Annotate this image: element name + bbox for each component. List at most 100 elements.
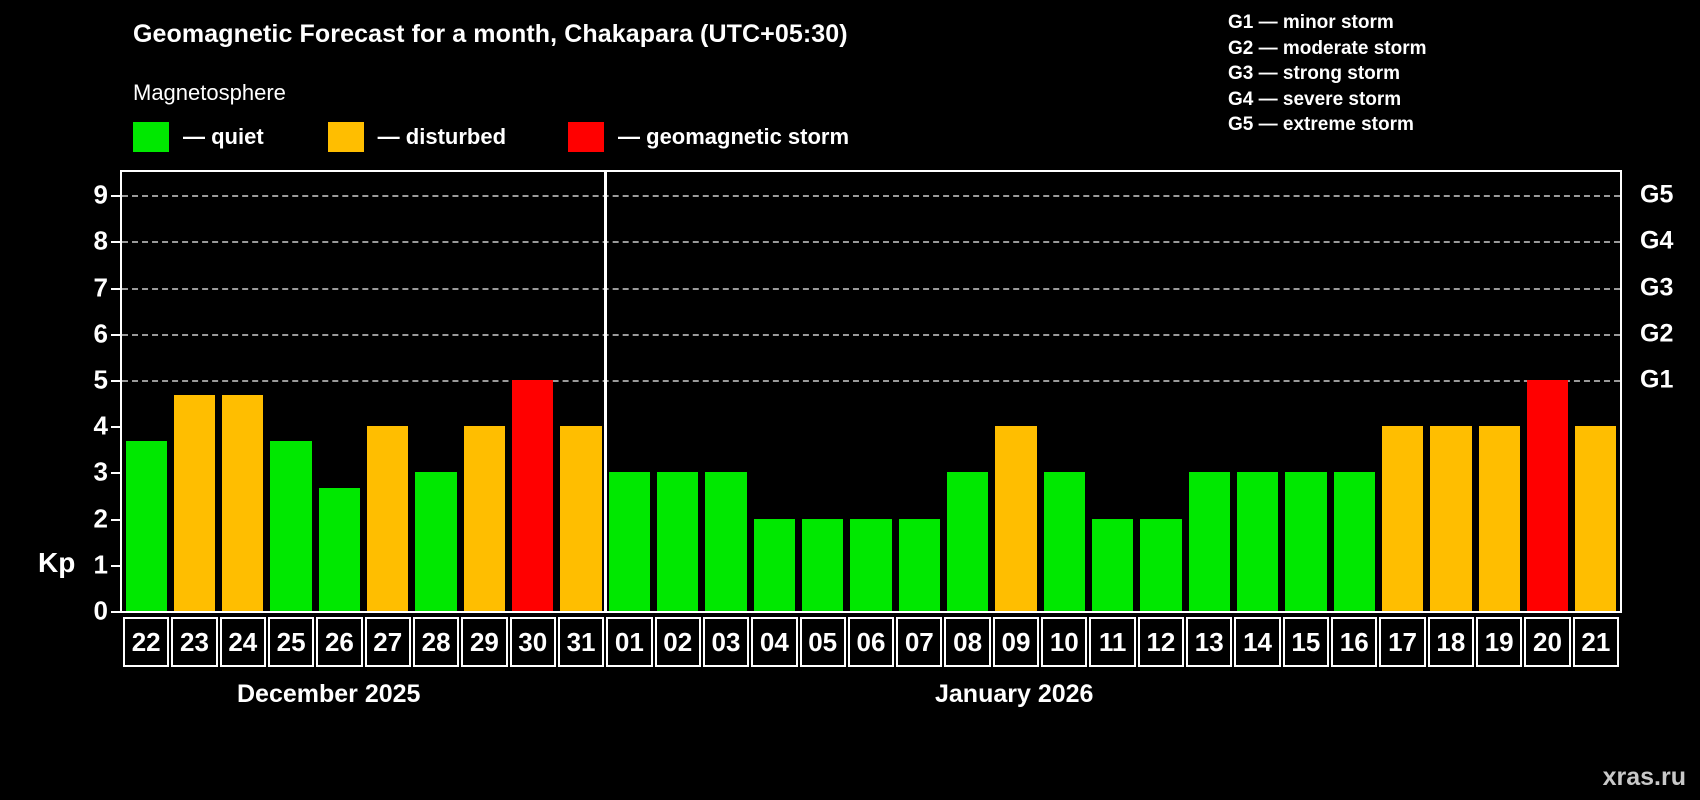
right-axis-label-G1: G1	[1640, 365, 1674, 394]
date-label-25: 25	[267, 617, 315, 667]
month-separator	[603, 172, 607, 611]
y-axis-label-2: 2	[93, 503, 108, 534]
date-label-30: 30	[509, 617, 556, 667]
date-label-09: 09	[992, 617, 1040, 667]
bar-01	[608, 472, 651, 611]
bar-08	[946, 472, 989, 611]
y-axis-label-8: 8	[93, 225, 108, 256]
date-axis: 22 23 24 25 26 27 28 29 30 31 01 02 03 04 05 06 07 08 09 10…	[122, 617, 1620, 667]
date-label-24: 24	[219, 617, 266, 667]
bar-03	[705, 472, 747, 611]
date-label-16: 16	[1331, 617, 1378, 667]
date-label-23: 23	[171, 617, 218, 667]
gscale-line-g4: G4 — severe storm	[1228, 88, 1402, 110]
bar-09	[995, 426, 1037, 611]
bar-18	[1430, 426, 1472, 611]
y-axis-label-3: 3	[93, 456, 108, 487]
month-label-january: January 2026	[935, 680, 1094, 708]
legend-swatch-quiet	[133, 122, 169, 152]
date-label-20: 20	[1524, 617, 1571, 667]
chart-plot-area	[111, 170, 1622, 613]
y-tick-6	[111, 333, 122, 336]
date-label-31: 31	[557, 617, 605, 667]
bar-25	[270, 441, 312, 611]
y-axis-label-5: 5	[93, 364, 108, 395]
gscale-line-g3: G3 — strong storm	[1228, 63, 1401, 84]
y-tick-8	[111, 241, 122, 244]
legend-label-disturbed: — disturbed	[377, 124, 507, 149]
y-axis-label-0: 0	[93, 595, 108, 626]
date-label-13: 13	[1186, 617, 1233, 667]
gridline-kp-9	[122, 195, 1620, 198]
date-label-27: 27	[364, 617, 411, 667]
month-label-december: December 2025	[237, 680, 421, 708]
bar-07	[898, 518, 940, 611]
y-axis-label-4: 4	[93, 410, 108, 441]
bar-10	[1043, 472, 1085, 611]
legend-swatch-disturbed	[327, 122, 364, 152]
page-title: Geomagnetic Forecast for a month, Chakap…	[133, 20, 848, 48]
date-label-02: 02	[654, 617, 701, 667]
date-label-18: 18	[1427, 617, 1475, 667]
bar-21	[1575, 426, 1617, 611]
bar-05	[802, 518, 844, 611]
date-label-07: 07	[896, 617, 943, 667]
gridline-kp-6	[122, 333, 1620, 336]
gridline-kp-7	[122, 287, 1620, 290]
gscale-legend: G1 — minor storm G2 — moderate storm G3 …	[1228, 10, 1427, 138]
bar-14	[1236, 472, 1279, 611]
legend-label-quiet: — quiet	[183, 124, 264, 149]
bar-02	[657, 472, 699, 611]
legend-item-storm: — geomagnetic storm	[568, 122, 849, 152]
bar-24	[222, 395, 264, 611]
bar-30	[512, 379, 554, 611]
date-label-12: 12	[1137, 617, 1185, 667]
y-tick-0	[111, 611, 122, 613]
date-label-19: 19	[1476, 617, 1523, 667]
y-axis-title: Kp	[38, 547, 76, 578]
date-label-15: 15	[1282, 617, 1330, 667]
bar-31	[560, 426, 602, 611]
bar-20	[1526, 379, 1569, 611]
gscale-line-g5: G5 — extreme storm	[1228, 114, 1414, 135]
date-label-03: 03	[702, 617, 750, 667]
date-label-22: 22	[123, 617, 170, 667]
date-label-29: 29	[461, 617, 508, 667]
right-axis-label-G5: G5	[1640, 180, 1674, 209]
legend: — quiet — disturbed — geomagnetic storm	[133, 122, 849, 152]
gscale-line-g1: G1 — minor storm	[1228, 12, 1394, 33]
bar-26	[318, 487, 361, 611]
y-axis-label-1: 1	[93, 549, 108, 580]
right-axis-label-G2: G2	[1640, 319, 1674, 348]
date-label-28: 28	[412, 617, 460, 667]
y-tick-2	[111, 518, 122, 521]
y-axis-label-9: 9	[93, 179, 108, 210]
date-label-04: 04	[751, 617, 798, 667]
legend-item-quiet: — quiet	[133, 122, 264, 152]
date-label-26: 26	[316, 617, 363, 667]
date-label-21: 21	[1572, 617, 1619, 667]
y-tick-5	[111, 379, 122, 382]
bar-04	[753, 518, 795, 611]
bar-29	[463, 426, 506, 611]
bar-11	[1091, 518, 1134, 611]
date-label-11: 11	[1089, 617, 1136, 667]
watermark: xras.ru	[1602, 763, 1686, 791]
y-tick-7	[111, 287, 122, 290]
y-tick-9	[111, 195, 122, 198]
y-tick-3	[111, 472, 122, 475]
bar-16	[1333, 472, 1375, 611]
date-label-08: 08	[944, 617, 991, 667]
legend-label-storm: — geomagnetic storm	[618, 124, 850, 149]
date-label-01: 01	[606, 617, 653, 667]
magnetosphere-label: Magnetosphere	[133, 80, 286, 105]
date-label-06: 06	[847, 617, 895, 667]
date-label-14: 14	[1234, 617, 1281, 667]
bar-12	[1140, 518, 1182, 611]
bar-06	[850, 518, 892, 611]
bar-27	[367, 426, 409, 611]
gridline-kp-8	[122, 241, 1620, 244]
legend-swatch-storm	[568, 122, 605, 152]
y-tick-1	[111, 564, 122, 567]
bar-28	[415, 472, 457, 611]
